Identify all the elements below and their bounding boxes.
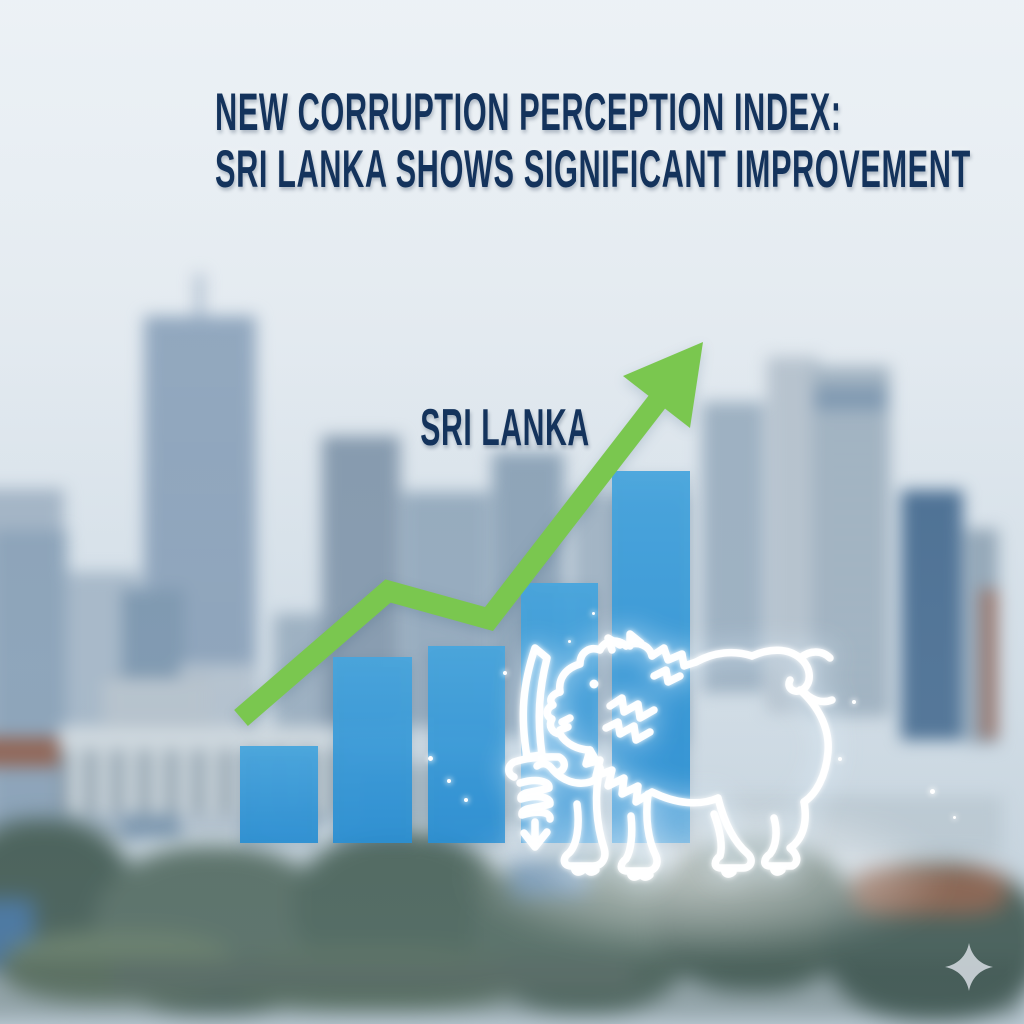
four-point-sparkle-icon <box>945 943 993 991</box>
sparkle-dot <box>464 798 468 802</box>
sparkle-dot <box>616 700 620 704</box>
sparkle-dot <box>700 656 703 659</box>
city-building <box>980 589 998 739</box>
city-building <box>815 387 887 411</box>
city-building <box>196 274 203 349</box>
headline: NEW CORRUPTION PERCEPTION INDEX: SRI LAN… <box>0 84 1024 198</box>
sparkle-dot <box>503 671 507 675</box>
sparkle-dot <box>838 757 842 761</box>
emblem-glow <box>470 800 940 950</box>
sparkle-dot <box>953 816 956 819</box>
city-building <box>0 530 67 840</box>
country-label: SRI LANKA <box>420 399 590 457</box>
headline-line-2: SRI LANKA SHOWS SIGNIFICANT IMPROVEMENT <box>215 140 971 199</box>
sparkle-dot <box>592 612 595 615</box>
sparkle-dot <box>428 756 433 761</box>
sparkle-dot <box>447 779 451 783</box>
headline-line-1: NEW CORRUPTION PERCEPTION INDEX: <box>215 83 842 142</box>
city-building <box>901 490 963 740</box>
shadow-band <box>0 959 1024 1019</box>
sparkle-dot <box>930 789 935 794</box>
sparkle-dot <box>852 700 856 704</box>
city-building <box>702 402 764 692</box>
road-strip <box>114 962 634 988</box>
sparkle-dot <box>568 640 571 643</box>
